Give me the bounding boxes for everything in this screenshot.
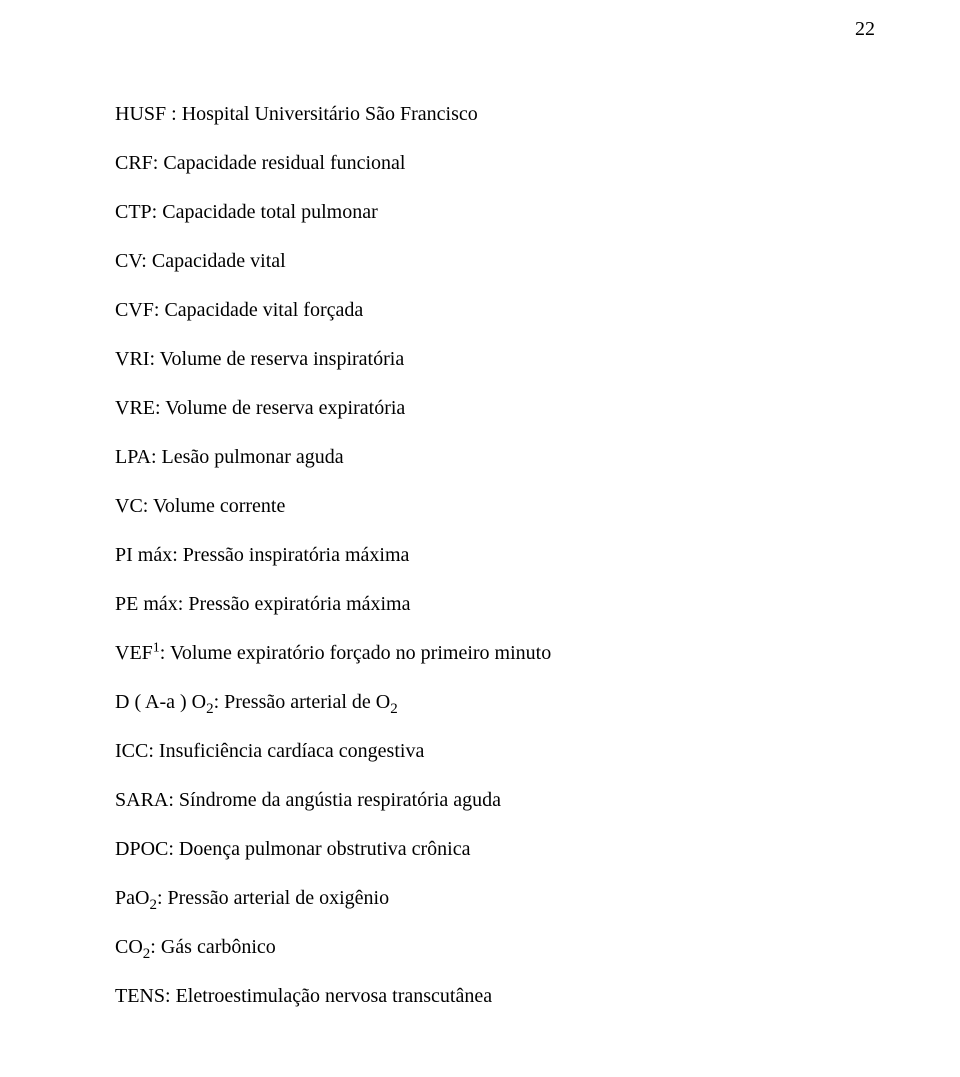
abbr-def: Capacidade total pulmonar <box>162 201 377 223</box>
abbr-label-pre: D ( A-a ) O <box>115 691 206 713</box>
abbr-def: : Pressão arterial de oxigênio <box>157 887 389 909</box>
abbr-label-pre: CO <box>115 936 143 958</box>
abbr-vre: VRE: Volume de reserva expiratória <box>115 384 875 433</box>
abbr-pemax: PE máx: Pressão expiratória máxima <box>115 580 875 629</box>
abbr-label: VRE: <box>115 397 165 419</box>
abbreviation-list: HUSF : Hospital Universitário São Franci… <box>115 90 875 1021</box>
abbr-cv: CV: Capacidade vital <box>115 237 875 286</box>
abbr-label: CV: <box>115 250 152 272</box>
abbr-def: Insuficiência cardíaca congestiva <box>159 740 424 762</box>
abbr-cvf: CVF: Capacidade vital forçada <box>115 286 875 335</box>
abbr-lpa: LPA: Lesão pulmonar aguda <box>115 433 875 482</box>
abbr-def: Capacidade residual funcional <box>163 152 405 174</box>
abbr-label-pre: VEF <box>115 642 153 664</box>
abbr-husf: HUSF : Hospital Universitário São Franci… <box>115 90 875 139</box>
abbr-ctp: CTP: Capacidade total pulmonar <box>115 188 875 237</box>
abbr-def: Lesão pulmonar aguda <box>162 446 344 468</box>
abbr-vef1: VEF1: Volume expiratório forçado no prim… <box>115 629 875 678</box>
abbr-label: VC: <box>115 495 153 517</box>
abbr-def: : Volume expiratório forçado no primeiro… <box>160 642 551 664</box>
abbr-pao2: PaO2: Pressão arterial de oxigênio <box>115 874 875 923</box>
subscript-2: 2 <box>149 897 157 913</box>
abbr-crf: CRF: Capacidade residual funcional <box>115 139 875 188</box>
abbr-label: LPA: <box>115 446 162 468</box>
abbr-def: Eletroestimulação nervosa transcutânea <box>176 985 493 1007</box>
abbr-label: PI máx: <box>115 544 183 566</box>
abbr-label: HUSF : <box>115 103 182 125</box>
abbr-tens: TENS: Eletroestimulação nervosa transcut… <box>115 972 875 1021</box>
abbr-def: Volume corrente <box>153 495 285 517</box>
abbr-def: Doença pulmonar obstrutiva crônica <box>179 838 471 860</box>
abbr-def: Volume de reserva inspiratória <box>160 348 405 370</box>
abbr-label: CRF: <box>115 152 163 174</box>
abbr-daao2: D ( A-a ) O2: Pressão arterial de O2 <box>115 678 875 727</box>
abbr-label: VRI: <box>115 348 160 370</box>
abbr-co2: CO2: Gás carbônico <box>115 923 875 972</box>
abbr-label: SARA: <box>115 789 179 811</box>
abbr-label: TENS: <box>115 985 176 1007</box>
abbr-label: CVF: <box>115 299 164 321</box>
superscript-1: 1 <box>153 640 160 655</box>
abbr-icc: ICC: Insuficiência cardíaca congestiva <box>115 727 875 776</box>
subscript-2: 2 <box>390 701 398 717</box>
abbr-label-pre: PaO <box>115 887 149 909</box>
abbr-sara: SARA: Síndrome da angústia respiratória … <box>115 776 875 825</box>
abbr-def: Pressão expiratória máxima <box>188 593 410 615</box>
abbr-dpoc: DPOC: Doença pulmonar obstrutiva crônica <box>115 825 875 874</box>
abbr-label: CTP: <box>115 201 162 223</box>
abbr-def: Capacidade vital <box>152 250 286 272</box>
abbr-label: DPOC: <box>115 838 179 860</box>
abbr-vc: VC: Volume corrente <box>115 482 875 531</box>
abbr-def-mid: : Pressão arterial de O <box>214 691 391 713</box>
page-number: 22 <box>855 18 875 41</box>
abbr-def: : Gás carbônico <box>150 936 276 958</box>
abbr-vri: VRI: Volume de reserva inspiratória <box>115 335 875 384</box>
abbr-label: PE máx: <box>115 593 188 615</box>
abbr-label: ICC: <box>115 740 159 762</box>
subscript-2: 2 <box>206 701 214 717</box>
abbr-def: Capacidade vital forçada <box>164 299 363 321</box>
abbr-def: Volume de reserva expiratória <box>165 397 405 419</box>
abbr-def: Hospital Universitário São Francisco <box>182 103 478 125</box>
abbr-pimax: PI máx: Pressão inspiratória máxima <box>115 531 875 580</box>
abbr-def: Síndrome da angústia respiratória aguda <box>179 789 501 811</box>
abbr-def: Pressão inspiratória máxima <box>183 544 410 566</box>
